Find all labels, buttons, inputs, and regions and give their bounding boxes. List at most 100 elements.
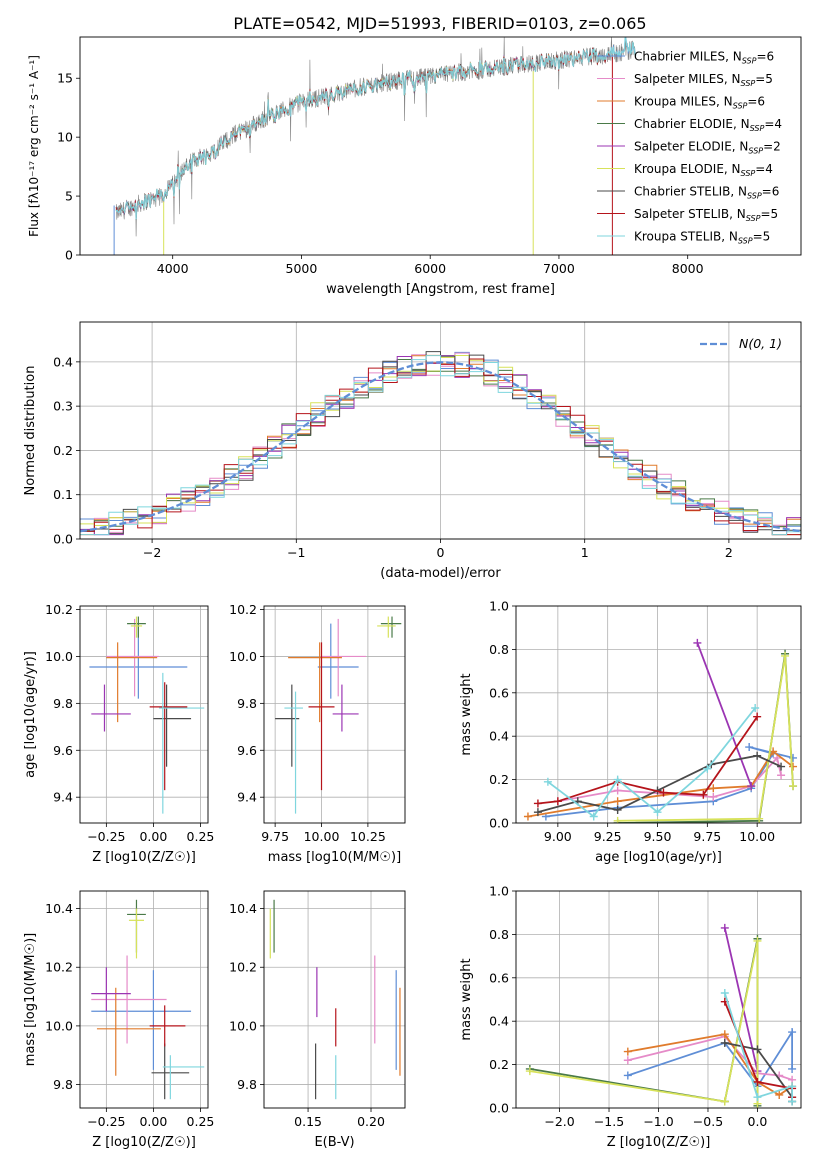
age_vs_Z-axes: −0.25 0.00 0.25 9.4 9.6 9.8 10.0 10.2 Z [log10(Z…	[23, 602, 214, 865]
x-tick-label: −0.25	[87, 1114, 125, 1129]
y-axis-label: mass [log10(M/M☉)]	[23, 933, 38, 1066]
x-tick-label: 5000	[286, 261, 318, 276]
y-tick-label: 10.4	[45, 901, 73, 916]
gaussian-reference-curve	[79, 361, 802, 533]
weight-marker	[613, 775, 622, 784]
errorbar-point	[91, 967, 131, 1012]
x-tick-label: −0.25	[87, 829, 125, 844]
weight-marker	[525, 1067, 534, 1076]
legend-label: Salpeter MILES, NSSP=5	[634, 72, 773, 88]
mass_vs_Z-axes: −0.25 0.00 0.25 9.8 10.0 10.2 10.4 Z [log10(Z/Z…	[23, 890, 214, 1150]
errorbar-point	[96, 987, 161, 1076]
weight-marker	[745, 743, 754, 752]
residuals-axes: −2 −1 0 1 2 0.0 0.1 0.2 0.3 0.4 (data-model)/error…	[23, 321, 802, 581]
y-tick-label: 0.2	[489, 1057, 509, 1072]
weight-marker	[659, 788, 668, 797]
weight-marker	[623, 1056, 632, 1065]
errorbar-point	[106, 642, 158, 723]
weight-marker	[753, 712, 762, 721]
x-tick-label: 0.00	[139, 829, 167, 844]
legend-label: Kroupa ELODIE, NSSP=4	[634, 162, 773, 178]
residual-histogram-series	[80, 355, 801, 536]
weight-marker	[703, 764, 712, 773]
weight-marker	[788, 1082, 797, 1091]
x-tick-label: 9.75	[693, 829, 721, 844]
y-tick-label: 1.0	[489, 884, 509, 899]
weight-series	[525, 936, 762, 1108]
x-tick-label: 0.20	[357, 1114, 385, 1129]
x-tick-label: 9.00	[544, 829, 572, 844]
weight-marker	[753, 1045, 762, 1054]
x-tick-label: 1	[581, 545, 589, 560]
weight_vs_age-axes: 9.00 9.25 9.50 9.75 10.00 0.0 0.2 0.4 0.6 0.8 1.0 a…	[459, 599, 802, 865]
legend-label: Salpeter ELODIE, NSSP=2	[634, 140, 781, 156]
errorbar-point	[284, 691, 303, 814]
weight-series	[693, 638, 756, 791]
weight-marker	[613, 797, 622, 806]
mass_vs_ebv-axes: 0.15 0.20 9.8 10.0 10.2 10.4 E(B-V)	[229, 890, 406, 1150]
weight-marker	[777, 762, 786, 771]
weight-marker	[699, 790, 708, 799]
weight-series-line	[696, 642, 753, 787]
x-tick-label: 0.25	[187, 829, 215, 844]
y-tick-label: 0	[65, 248, 73, 263]
y-axis-label: Flux [fλ10⁻¹⁷ erg cm⁻² s⁻¹ A⁻¹]	[27, 55, 41, 237]
y-tick-label: 10.2	[229, 602, 257, 617]
y-tick-label: 0.8	[489, 642, 509, 657]
weight-marker	[613, 816, 622, 823]
weight-marker	[789, 782, 798, 791]
axes-frame	[79, 605, 209, 824]
weight-marker	[553, 797, 562, 806]
y-tick-label: 10.4	[229, 901, 257, 916]
x-axis-label: (data-model)/error	[380, 566, 501, 581]
errorbar-point	[149, 682, 188, 791]
y-tick-label: 10.2	[229, 960, 257, 975]
errorbar-point	[288, 642, 342, 723]
weight-series-line	[617, 655, 794, 822]
y-axis-label: mass weight	[459, 958, 474, 1040]
x-tick-label: −1	[287, 545, 305, 560]
errorbar-point	[377, 616, 396, 638]
weight-marker	[788, 1097, 797, 1106]
weight-marker	[543, 777, 552, 786]
x-tick-label: −1.5	[594, 1114, 624, 1129]
y-tick-label: 5	[65, 189, 73, 204]
axes-frame	[263, 890, 406, 1109]
errorbar-point	[128, 908, 144, 959]
x-axis-label: wavelength [Angstrom, rest frame]	[326, 282, 555, 297]
y-tick-label: 9.8	[237, 696, 257, 711]
axes-frame	[79, 321, 802, 540]
weight-marker	[623, 1047, 632, 1056]
x-tick-label: 9.25	[594, 829, 622, 844]
y-tick-label: 10.0	[229, 1018, 257, 1033]
y-tick-label: 0.0	[489, 816, 509, 831]
x-tick-label: 7000	[543, 261, 575, 276]
weight_vs_Z-axes: −2.0 −1.5 −1.0 −0.5 0.0 0.0 0.2 0.4 0.6 0.8 1.0 Z […	[459, 884, 802, 1150]
errorbar-point	[91, 684, 131, 732]
weight-marker	[720, 988, 729, 997]
weight-marker	[753, 936, 762, 945]
y-axis-label: mass weight	[459, 673, 474, 755]
weight-marker	[789, 753, 798, 762]
weight-marker	[653, 808, 662, 817]
weight-marker	[775, 1090, 784, 1099]
y-tick-label: 10	[57, 130, 73, 145]
weight-series-line	[529, 940, 759, 1104]
axes-frame	[263, 605, 406, 824]
weight-marker	[720, 1097, 729, 1106]
y-tick-label: 9.8	[237, 1077, 257, 1092]
axes-frame	[515, 605, 802, 824]
x-tick-label: −2.0	[544, 1114, 574, 1129]
y-tick-label: 9.4	[53, 790, 73, 805]
axes-frame	[79, 36, 802, 256]
weight-marker	[781, 651, 790, 660]
errorbar-point	[332, 684, 359, 732]
x-tick-label: 0.0	[748, 1114, 768, 1129]
x-axis-label: mass [log10(M/M☉)]	[268, 850, 401, 865]
legend-label: Chabrier ELODIE, NSSP=4	[634, 117, 782, 133]
x-tick-label: −0.5	[693, 1114, 723, 1129]
weight-series	[720, 988, 797, 1106]
y-tick-label: 0.2	[53, 443, 73, 458]
weight-marker	[709, 792, 718, 801]
